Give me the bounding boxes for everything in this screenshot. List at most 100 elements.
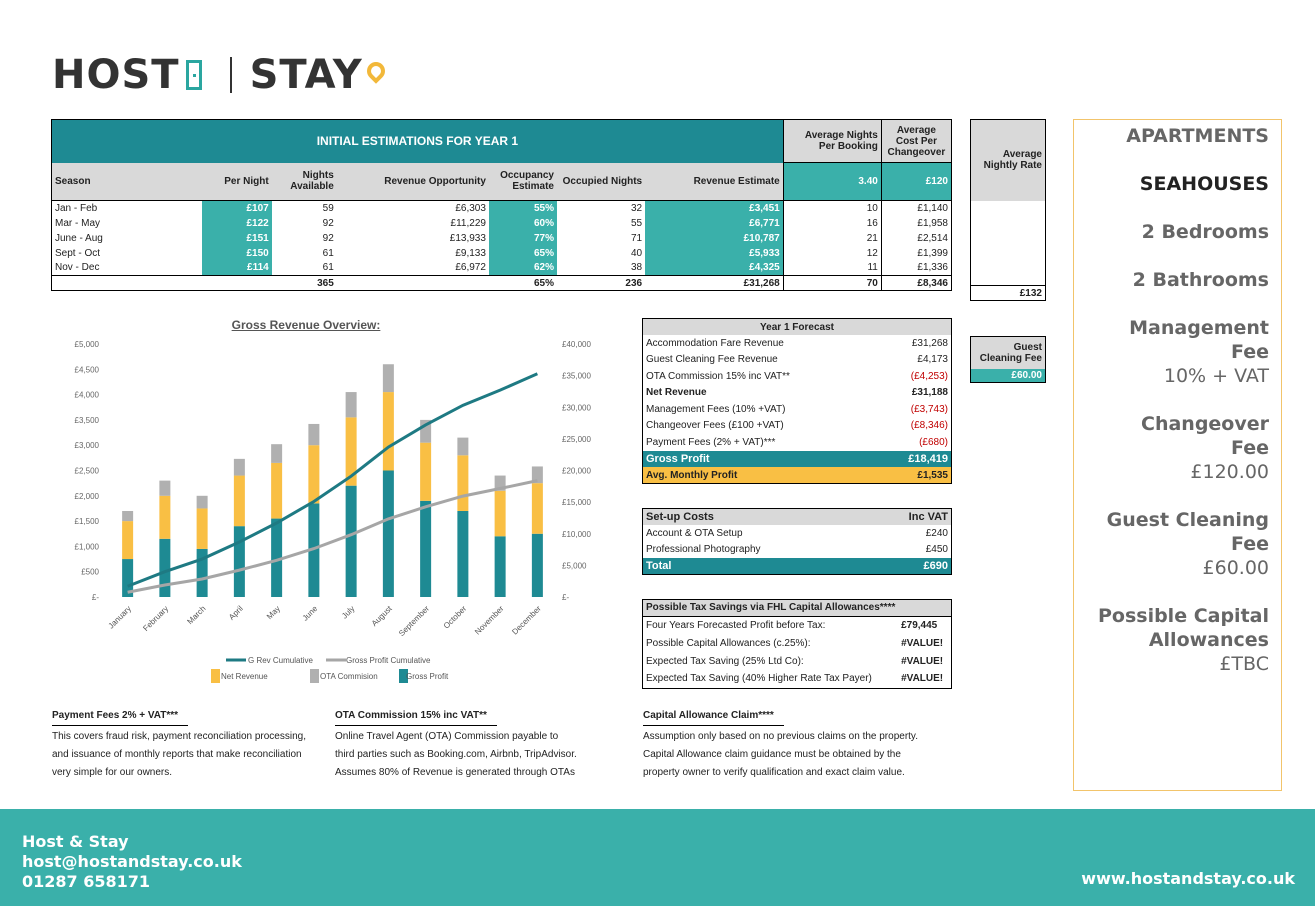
table-row: OTA Commission 15% inc VAT** (£4,253) <box>643 368 952 385</box>
guest-fee-panel-value: £60.00 <box>1202 557 1269 579</box>
guest-fee-table: Guest Cleaning Fee £60.00 <box>970 336 1046 383</box>
setup-total-row: Total £690 <box>642 558 952 575</box>
x-tick-label: January <box>107 604 133 630</box>
gross-profit-bar <box>271 518 283 597</box>
net-revenue-bar <box>345 417 357 486</box>
col-occupancy: Occupancy Estimate <box>488 162 557 201</box>
footer: Host & Stay host@hostandstay.co.uk 01287… <box>0 809 1315 906</box>
y-right-tick-label: £10,000 <box>562 530 591 539</box>
occupancy-cell: 55% <box>488 200 557 216</box>
occupancy-cell: 62% <box>488 260 557 276</box>
net-revenue-bar <box>122 521 134 560</box>
payment-note-line: This covers fraud risk, payment reconcil… <box>52 731 306 742</box>
setup-label: Account & OTA Setup <box>646 527 743 539</box>
ota-commission-note: OTA Commission 15% inc VAT** Online Trav… <box>335 707 615 782</box>
y-right-tick-label: £40,000 <box>562 340 591 349</box>
ota-commission-bar <box>345 392 357 418</box>
forecast-label: Accommodation Fare Revenue <box>646 337 784 349</box>
gross-profit-bar <box>159 538 171 597</box>
gross-profit-value: £18,419 <box>908 452 948 465</box>
estimates-title: INITIAL ESTIMATIONS FOR YEAR 1 <box>51 119 784 163</box>
ota-commission-bar <box>196 495 208 509</box>
gross-profit-bar <box>531 533 543 597</box>
total-nights: 365 <box>317 277 334 289</box>
avg-nights-cell: 10 <box>782 200 882 216</box>
opportunity-cell: £9,133 <box>455 247 486 259</box>
avg-nights-header: Average Nights Per Booking <box>782 119 882 163</box>
avg-nights-value: 3.40 <box>782 162 882 201</box>
season-cell: June - Aug <box>55 232 103 244</box>
total-avg-cost: £8,346 <box>880 275 952 291</box>
guest-fee-header: Guest Cleaning Fee <box>970 336 1046 369</box>
x-tick-label: April <box>227 604 245 622</box>
forecast-value: (£3,743) <box>910 403 948 415</box>
legend-gross-profit-swatch <box>399 669 408 683</box>
ota-commission-bar <box>420 419 432 443</box>
tax-savings-table: Possible Tax Savings via FHL Capital All… <box>642 599 952 689</box>
forecast-value: (£4,253) <box>910 370 948 382</box>
net-revenue-bar <box>420 442 432 501</box>
legend-ota-label: OTA Commision <box>320 672 378 681</box>
forecast-title: Year 1 Forecast <box>642 318 952 335</box>
table-row: Four Years Forecasted Profit before Tax:… <box>643 616 952 634</box>
legend-net-revenue-label: Net Revenue <box>221 672 268 681</box>
property-type: APARTMENTS <box>1126 125 1269 147</box>
season-cell: Jan - Feb <box>55 202 98 214</box>
occupancy-cell: 65% <box>488 245 557 261</box>
y-left-tick-label: £3,000 <box>75 441 100 450</box>
setup-title: Set-up Costs <box>646 511 714 523</box>
property-location: SEAHOUSES <box>1139 173 1269 195</box>
net-revenue-bar <box>457 455 469 511</box>
forecast-label: Guest Cleaning Fee Revenue <box>646 354 778 366</box>
legend-ota-swatch <box>310 669 319 683</box>
season-cell: Mar - May <box>55 217 100 229</box>
forecast-value: £4,173 <box>917 354 948 366</box>
legend-cum-profit-label: Gross Profit Cumulative <box>346 656 431 665</box>
gross-revenue-chart: Gross Revenue Overview: £5,000 £4,500 £4,0… <box>51 318 621 698</box>
monthly-profit-value: £1,535 <box>917 469 948 481</box>
guest-fee-value: £60.00 <box>970 368 1046 383</box>
payment-note-line: and issuance of monthly reports that mak… <box>52 749 302 760</box>
mgmt-fee-label: Management <box>1129 317 1269 339</box>
table-row: June - Aug £151 92 £13,933 77% 71 £10,78… <box>52 230 952 246</box>
net-revenue-bar <box>159 495 171 539</box>
estimates-table: INITIAL ESTIMATIONS FOR YEAR 1 Average N… <box>51 119 952 291</box>
ota-commission-bar <box>494 475 506 491</box>
table-row: Possible Capital Allowances (c.25%): #VAL… <box>643 634 952 652</box>
capital-label-2: Allowances <box>1148 629 1269 651</box>
guest-fee-label: Guest Cleaning <box>1106 509 1269 531</box>
opportunity-cell: £6,972 <box>455 262 486 274</box>
footer-phone[interactable]: 01287 658171 <box>22 872 151 891</box>
avg-cost-cell: £1,140 <box>880 200 952 216</box>
revenue-cell: £10,787 <box>645 230 784 246</box>
revenue-cell: £4,325 <box>645 260 784 276</box>
capital-label: Possible Capital <box>1097 605 1269 627</box>
opportunity-cell: £6,303 <box>455 202 486 214</box>
y-right-tick-label: £20,000 <box>562 467 591 476</box>
gross-profit-bar <box>308 503 320 597</box>
avg-cost-cell: £2,514 <box>880 230 952 246</box>
forecast-label: Changeover Fees (£100 +VAT) <box>646 420 784 432</box>
y-left-tick-label: £- <box>92 593 99 602</box>
y-left-tick-label: £500 <box>81 568 99 577</box>
avg-nights-cell: 21 <box>782 230 882 246</box>
monthly-profit-label: Avg. Monthly Profit <box>646 469 738 481</box>
bedrooms: 2 Bedrooms <box>1141 221 1269 243</box>
ota-commission-bar <box>531 466 543 484</box>
col-revenue-opportunity: Revenue Opportunity <box>336 162 489 201</box>
col-occupied-nights: Occupied Nights <box>557 162 646 201</box>
changeover-fee-label-2: Fee <box>1231 437 1269 459</box>
forecast-label: Payment Fees (2% + VAT)*** <box>646 436 776 448</box>
footer-website[interactable]: www.hostandstay.co.uk <box>1081 869 1295 888</box>
setup-title-vat: Inc VAT <box>908 511 948 523</box>
totals-label <box>52 276 202 291</box>
cumulative-revenue-line <box>127 372 538 588</box>
ota-commission-bar <box>308 423 320 446</box>
ota-commission-bar <box>457 437 469 456</box>
footer-email[interactable]: host@hostandstay.co.uk <box>22 852 242 871</box>
year1-forecast-table: Year 1 Forecast Accommodation Fare Reven… <box>642 318 952 484</box>
chart-svg: £5,000 £4,500 £4,000 £3,500 £3,000 £2,500 £2,0… <box>75 340 591 683</box>
occupancy-cell: 60% <box>488 215 557 231</box>
x-tick-label: March <box>185 604 207 626</box>
logo: HOST STAY <box>52 52 389 98</box>
